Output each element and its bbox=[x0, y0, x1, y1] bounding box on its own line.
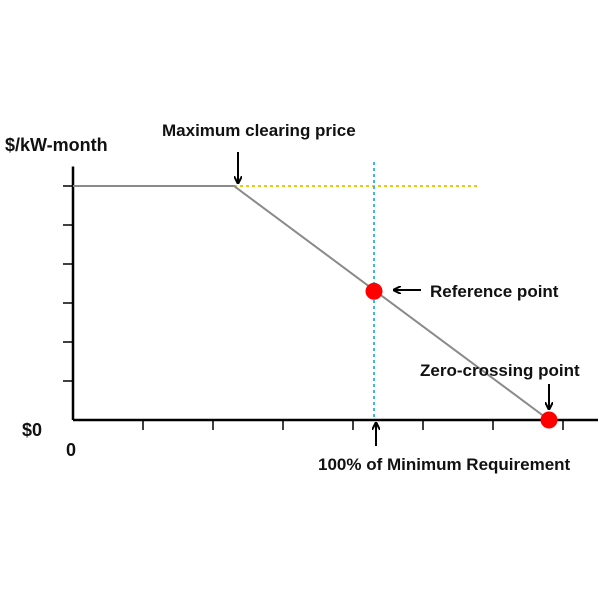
x-zero-tick-label: 0 bbox=[66, 440, 76, 460]
max-clearing-price-annotation: Maximum clearing price bbox=[162, 121, 356, 140]
reference-point bbox=[365, 282, 383, 300]
zero-crossing-point-annotation: Zero-crossing point bbox=[420, 361, 580, 380]
minimum-requirement-annotation: 100% of Minimum Requirement bbox=[318, 455, 571, 474]
zero-crossing-point bbox=[540, 411, 558, 429]
reference-point-annotation: Reference point bbox=[430, 282, 559, 301]
demand-curve-line bbox=[73, 185, 550, 421]
y-zero-tick-label: $0 bbox=[22, 420, 42, 440]
y-axis-label: $/kW-month bbox=[5, 135, 108, 155]
